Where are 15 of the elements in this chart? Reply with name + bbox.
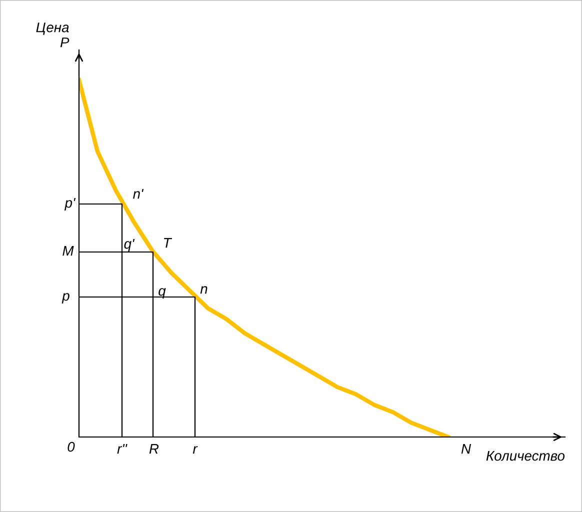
text: r	[192, 446, 198, 454]
annotation: q'	[124, 239, 135, 252]
text: r''	[117, 444, 128, 454]
annotation: T	[164, 238, 172, 248]
text: 0	[68, 442, 75, 452]
text: p	[62, 293, 70, 304]
annotation: q	[158, 288, 166, 298]
annotation: M	[62, 246, 74, 256]
annotation: p'	[64, 198, 76, 210]
annotation: n'	[133, 189, 144, 199]
annotation: n	[200, 286, 208, 294]
text: R	[149, 444, 159, 454]
text: N	[461, 444, 472, 454]
y-axis-title: Цена P	[36, 22, 70, 48]
x-axis-title: Количество	[486, 451, 565, 461]
